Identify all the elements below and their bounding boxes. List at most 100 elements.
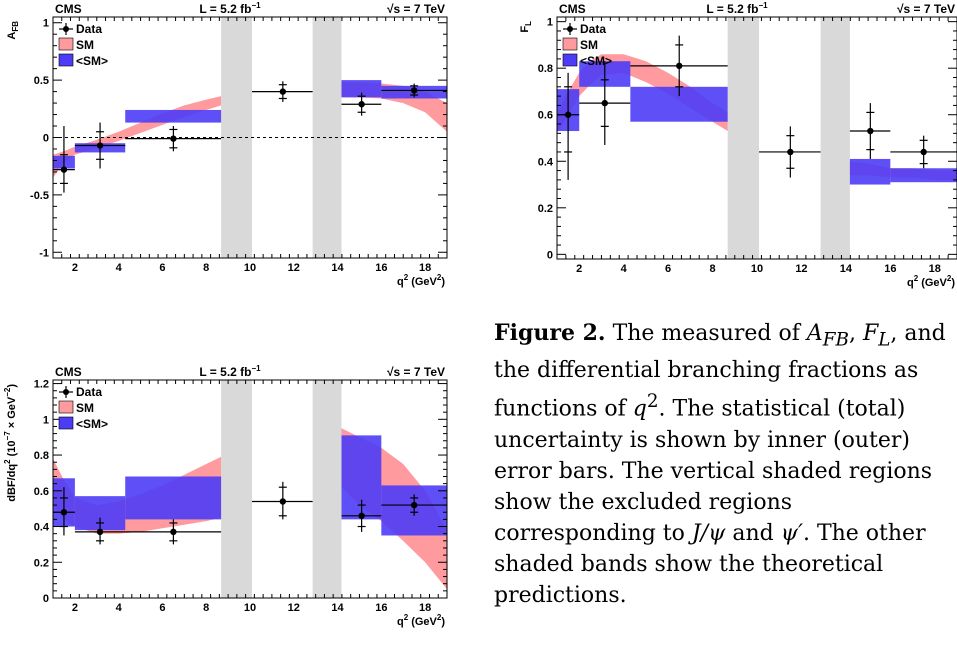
caption-text-1: The measured of [605,321,807,346]
x-tick-label: 8 [709,263,715,275]
x-tick-label: 14 [331,262,344,274]
data-point-4 [251,481,313,520]
excluded-region-2 [820,17,850,259]
header-experiment: CMS [55,2,82,16]
y-tick-label: 0.2 [34,557,49,569]
caption-label: Figure 2. [494,320,606,346]
fl-chart: 2 4 6 8 10 12 14 16 18 0 0.2 0.4 0.6 0.8 1 CMS L = 5.2 f… [519,1,957,289]
x-tick-label: 14 [840,263,853,275]
x-tick-label: 10 [244,602,256,614]
data-point-3 [125,126,222,152]
y-tick-label: 0.4 [34,522,50,534]
legend-avg-swatch [562,53,578,67]
sm-avg-bin-5 [890,168,957,183]
data-point-3 [125,519,222,545]
x-tick-label: 6 [159,602,165,614]
legend-data-label: Data [580,22,606,36]
caption-text-4: . The statistical (total) uncertainty is… [494,396,933,546]
data-point-2 [74,122,126,169]
y-tick-label: 0.8 [34,450,49,462]
data-marker [601,99,608,107]
y-tick-label: 1.2 [34,379,49,391]
y-tick-label: 0.6 [34,486,49,498]
sm-avg-bin-3 [125,109,222,123]
caption-sym-afb: A [806,321,823,346]
y-tick-label: 0.8 [538,63,553,75]
legend-sm-swatch [562,37,578,51]
sm-avg-bin-4 [341,80,382,98]
x-tick-label: 2 [72,602,78,614]
caption-sym-psip: ψ′ [780,520,803,546]
x-tick-label: 14 [331,602,344,614]
data-marker [867,127,874,135]
data-point-6 [381,83,447,98]
data-marker [170,135,177,142]
data-point-3 [630,35,728,97]
y-axis-label: AFB [6,21,20,40]
plot-frame [556,16,957,260]
y-tick-label: 0 [43,593,49,605]
caption-text-and: and [725,520,781,546]
x-tick-label: 18 [419,262,431,274]
legend: Data SM <SM> [58,22,108,68]
excluded-region-1 [221,380,252,598]
plot-frame [52,379,448,599]
data-marker [410,501,418,509]
legend-data: Data [563,22,606,36]
legend-avg-swatch [58,416,74,430]
data-point-1 [53,126,75,193]
data-marker [170,528,177,536]
caption-sym-fl-sub: L [878,329,891,351]
y-tick-label: 0 [43,133,49,145]
x-tick-label: 16 [375,602,387,614]
header-energy: √s = 7 TeV [387,2,445,16]
data-point-5 [341,92,382,116]
legend-data-marker [567,26,573,32]
legend-sm-swatch [58,37,74,51]
x-tick-label: 16 [375,262,387,274]
caption-sym-afb-sub: FB [822,329,849,351]
data-marker [279,498,287,505]
legend-avg: <SM> [562,53,612,68]
afb-chart: 2 4 6 8 10 12 14 16 18 -1 -0.5 0 0.5 1 CMS L = 5.2 fb−1… [6,1,448,288]
y-axis-label: FL [519,21,533,33]
data-marker [920,148,927,156]
caption-sym-q-sup: 2 [646,391,659,413]
legend-sm-label: SM [76,401,94,415]
caption-sym-q: q [632,396,647,422]
x-tick-label: 4 [116,602,123,614]
y-tick-label: 1 [43,414,49,426]
data-marker [787,148,794,156]
x-axis-label: q2 (GeV2) [397,273,445,288]
legend-data-label: Data [76,22,102,36]
legend-data: Data [59,22,102,36]
x-tick-label: 2 [72,262,78,274]
x-tick-label: 10 [244,262,256,274]
data-marker [96,142,104,149]
header-luminosity: L = 5.2 fb−1 [199,364,261,379]
legend-sm: SM [58,37,94,52]
legend-sm: SM [58,400,94,415]
x-tick-label: 16 [884,263,896,275]
x-tick-label: 8 [203,602,209,614]
caption-text-3: , and the differential branching fractio… [494,321,946,422]
x-axis-label: q2 (GeV2) [907,274,955,289]
header-luminosity: L = 5.2 fb−1 [199,1,261,16]
x-tick-label: 8 [203,262,209,274]
x-tick-label: 12 [288,262,300,274]
x-tick-label: 4 [116,262,123,274]
x-tick-label: 2 [576,263,582,275]
x-tick-label: 12 [288,602,300,614]
sm-band-1 [53,96,222,178]
dbf-chart: 2 4 6 8 10 12 14 16 18 0 0.2 0.4 0.6 0.8 1 1.2 CMS L = 5.… [3,364,448,628]
legend-avg: <SM> [58,416,108,431]
y-tick-label: 0.6 [538,110,553,122]
legend-avg-swatch [58,53,74,67]
legend-avg-label: <SM> [580,54,612,68]
sm-avg-bin-3 [125,476,222,520]
y-tick-label: 0.2 [538,203,553,215]
header-experiment: CMS [55,365,82,379]
x-axis-label: q2 (GeV2) [397,613,445,628]
y-tick-label: -0.5 [30,190,49,202]
legend: Data SM <SM> [58,385,108,431]
